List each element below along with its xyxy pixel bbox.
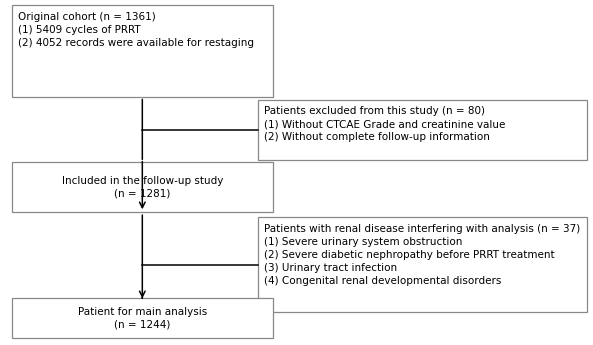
Bar [12,5,273,97]
Bar [12,298,273,338]
Text: (n = 1281): (n = 1281) [114,189,171,199]
Bar [258,217,587,312]
Text: (2) Severe diabetic nephropathy before PRRT treatment: (2) Severe diabetic nephropathy before P… [264,249,554,259]
Text: (n = 1244): (n = 1244) [114,320,171,330]
Text: (1) Without CTCAE Grade and creatinine value: (1) Without CTCAE Grade and creatinine v… [264,119,505,129]
Text: (3) Urinary tract infection: (3) Urinary tract infection [264,263,397,273]
Text: (1) Severe urinary system obstruction: (1) Severe urinary system obstruction [264,237,463,247]
Text: (1) 5409 cycles of PRRT: (1) 5409 cycles of PRRT [18,25,141,35]
Text: Patients with renal disease interfering with analysis (n = 37): Patients with renal disease interfering … [264,224,580,234]
Text: (2) Without complete follow-up information: (2) Without complete follow-up informati… [264,132,490,142]
Text: Original cohort (n = 1361): Original cohort (n = 1361) [18,12,155,22]
Text: Included in the follow-up study: Included in the follow-up study [62,176,223,186]
Text: Patients excluded from this study (n = 80): Patients excluded from this study (n = 8… [264,106,485,116]
Bar [12,162,273,212]
Bar [258,100,587,160]
Text: Patient for main analysis: Patient for main analysis [78,307,207,317]
Text: (4) Congenital renal developmental disorders: (4) Congenital renal developmental disor… [264,276,501,286]
Text: (2) 4052 records were available for restaging: (2) 4052 records were available for rest… [18,38,254,48]
